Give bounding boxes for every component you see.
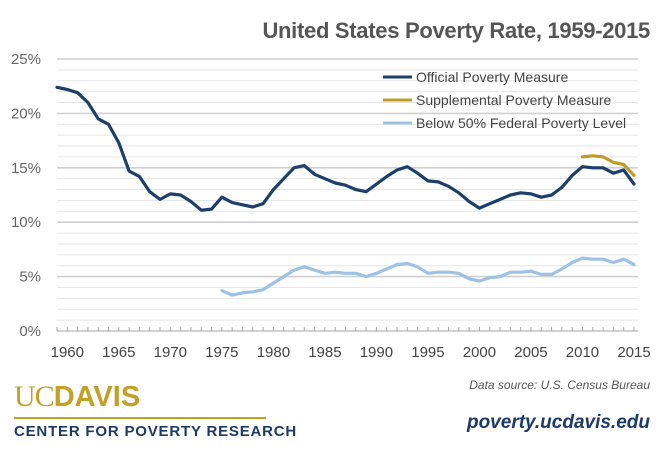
series-line-below-50-federal-poverty-level	[220, 256, 636, 297]
x-tick-label: 1990	[360, 344, 393, 361]
legend-label: Below 50% Federal Poverty Level	[416, 115, 626, 131]
series-line-official-poverty-measure	[55, 85, 636, 212]
x-tick-label: 1975	[205, 344, 238, 361]
logo-center-name: CENTER FOR POVERTY RESEARCH	[14, 423, 298, 440]
data-source: Data source: U.S. Census Bureau	[469, 378, 650, 392]
chart: 0% 5% 10% 15% 20% 25% 1960 1965 1970 1975 1980 198…	[11, 51, 651, 361]
x-tick-label: 1970	[154, 344, 187, 361]
x-axis: 1960 1965 1970 1975 1980 1985 1990 1995 2000 2005…	[51, 327, 651, 361]
series-lines	[55, 85, 636, 297]
chart-title: United States Poverty Rate, 1959-2015	[262, 18, 650, 43]
x-tick-label: 2005	[514, 344, 547, 361]
x-tick-label: 1965	[102, 344, 135, 361]
series-line-supplemental-poverty-measure	[580, 154, 636, 177]
legend: Official Poverty Measure Supplemental Pov…	[383, 69, 626, 131]
grid-lines	[57, 58, 638, 332]
y-tick-label: 25%	[11, 51, 41, 68]
x-tick-label: 1980	[257, 344, 290, 361]
x-tick-label: 1985	[308, 344, 341, 361]
y-tick-label: 10%	[11, 214, 41, 231]
y-tick-label: 20%	[11, 105, 41, 122]
legend-label: Official Poverty Measure	[416, 69, 568, 85]
x-tick-label: 1960	[51, 344, 84, 361]
logo-divider	[14, 417, 266, 419]
x-tick-label: 2010	[566, 344, 599, 361]
ucdavis-logo: UCDAVIS CENTER FOR POVERTY RESEARCH	[14, 381, 297, 440]
legend-label: Supplemental Poverty Measure	[416, 92, 612, 108]
x-tick-label: 2015	[617, 344, 650, 361]
y-tick-label: 0%	[19, 323, 41, 340]
x-tick-label: 1995	[411, 344, 444, 361]
website-link[interactable]: poverty.ucdavis.edu	[466, 412, 650, 433]
y-tick-label: 15%	[11, 160, 41, 177]
logo-davis: DAVIS	[53, 381, 141, 413]
x-tick-label: 2000	[463, 344, 496, 361]
y-axis: 0% 5% 10% 15% 20% 25%	[11, 51, 41, 340]
y-tick-label: 5%	[19, 269, 41, 286]
logo-uc: UC	[14, 380, 55, 413]
